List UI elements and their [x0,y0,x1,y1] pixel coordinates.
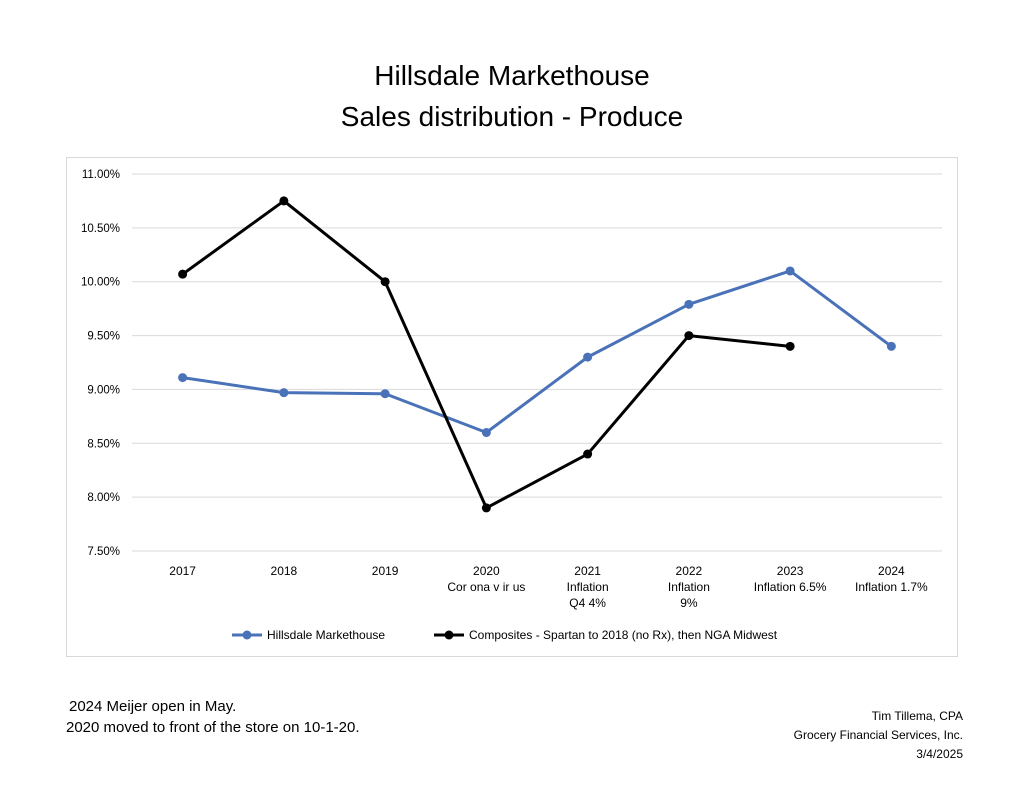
x-tick-label: 2020 [473,564,500,578]
data-point-series-1 [279,388,289,398]
chart-title-line2: Sales distribution - Produce [340,101,684,132]
x-tick-label: 2017 [169,564,196,578]
x-tick-label: 2018 [271,564,298,578]
x-tick-label: Inflation 6.5% [754,580,827,594]
legend-label-1: Hillsdale Markethouse [267,628,385,642]
y-tick-label: 7.50% [87,546,120,558]
y-tick-label: 9.00% [87,384,120,396]
data-point-series-2 [684,331,694,341]
x-tick-label: 9% [680,596,698,610]
x-tick-label: Inflation 1.7% [855,580,928,594]
line-chart: 7.50% 8.00% 8.50% 9.00% 9.50% 10.00% 10.50% 11.… [81,169,942,642]
data-point-series-2 [380,277,390,287]
series-line-2 [181,199,791,510]
x-tick-label: 2021 [574,564,601,578]
note-meijer: 2024 Meijer open in May. [69,698,237,715]
x-tick-label: 2023 [777,564,804,578]
data-point-series-2 [178,269,188,279]
x-tick-label: Inflation [567,580,609,594]
data-point-series-2 [481,503,491,513]
y-tick-label: 9.50% [87,331,120,343]
data-point-series-2 [279,196,289,206]
series-line-1 [182,269,893,435]
y-tick-label: 8.00% [87,492,120,504]
y-tick-label: 10.00% [81,277,120,289]
credit-name: Tim Tillema, CPA [871,709,963,723]
credit-company: Grocery Financial Services, Inc. [793,728,963,742]
legend-marker-1 [242,630,252,640]
x-tick-label: 2022 [676,564,703,578]
legend-marker-2 [444,630,454,640]
note-store-move: 2020 moved to front of the store on 10-1… [66,719,360,736]
data-point-series-1 [380,389,390,399]
x-tick-label: 2024 [878,564,905,578]
data-point-series-1 [481,428,491,438]
data-point-series-2 [785,341,795,351]
data-point-series-2 [583,449,593,459]
x-tick-label: Inflation [668,580,710,594]
data-point-series-1 [886,341,896,351]
legend-label-2: Composites - Spartan to 2018 (no Rx), th… [469,628,778,642]
data-point-series-1 [684,299,694,309]
chart-area: 7.50% 8.00% 8.50% 9.00% 9.50% 10.00% 10.50% 11.… [66,157,958,657]
x-tick-label: 2019 [372,564,399,578]
data-point-series-1 [178,373,188,383]
y-tick-label: 10.50% [81,223,120,235]
data-point-series-1 [785,266,795,276]
y-tick-label: 8.50% [87,438,120,450]
x-tick-label: Q4 4% [569,596,606,610]
data-point-series-1 [583,352,593,362]
y-tick-label: 11.00% [82,169,120,181]
credit-date: 3/4/2025 [916,747,963,761]
chart-title-line1: Hillsdale Markethouse [374,60,650,91]
x-tick-label: Cor ona v ir us [447,580,525,594]
